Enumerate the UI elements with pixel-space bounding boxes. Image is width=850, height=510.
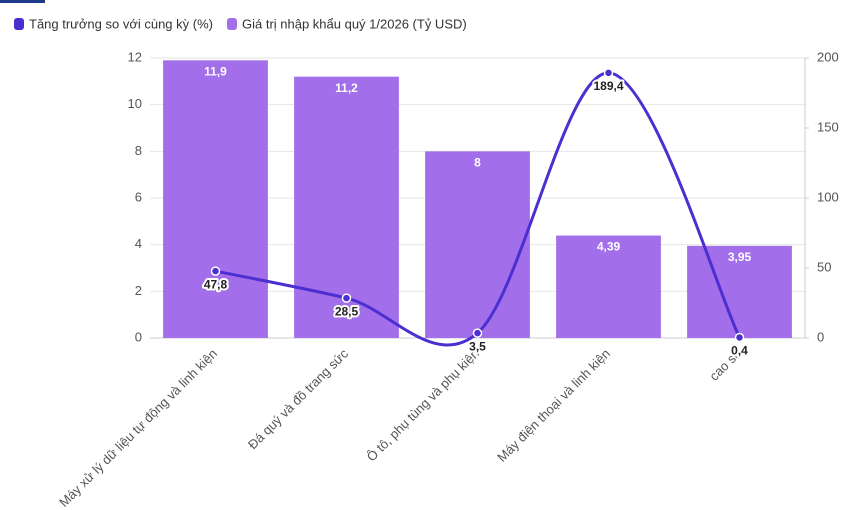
- bar: [425, 151, 530, 338]
- line-marker: [341, 293, 352, 303]
- legend-item: Tăng trưởng so với cùng kỳ (%): [14, 16, 213, 31]
- bar-value-label: 11,9: [204, 65, 227, 79]
- y2-tick-label: 100: [817, 189, 839, 204]
- legend-label: Tăng trưởng so với cùng kỳ (%): [29, 16, 213, 31]
- line: [215, 71, 741, 347]
- legend-label: Giá trị nhập khẩu quý 1/2026 (Tỷ USD): [242, 16, 467, 31]
- legend-item: Giá trị nhập khẩu quý 1/2026 (Tỷ USD): [226, 16, 467, 31]
- y-tick-label: 10: [128, 96, 142, 111]
- y2-tick-label: 50: [817, 259, 831, 274]
- line-value-label: 189,4: [593, 79, 623, 93]
- y2-tick-label: 200: [817, 49, 839, 64]
- line-value-label: 47,8: [204, 277, 228, 291]
- line-marker: [603, 68, 614, 78]
- bar-value-label: 3,95: [728, 250, 752, 264]
- y-tick-label: 8: [135, 143, 142, 158]
- legend-swatch: [226, 18, 237, 30]
- y-tick-label: 0: [135, 329, 142, 344]
- x-tick-label: Đá quý và đồ trang sức: [245, 346, 352, 453]
- x-tick-label: Máy xử lý dữ liệu tự động và linh kiện: [56, 346, 220, 510]
- x-tick-label: Ô tô, phụ tùng và phụ kiện: [364, 346, 482, 464]
- y-tick-label: 2: [135, 283, 142, 298]
- x-tick-label: Máy điện thoại và linh kiện: [494, 346, 613, 465]
- y-tick-label: 6: [135, 189, 142, 204]
- line-value-label: 0,4: [731, 344, 748, 358]
- bar-value-label: 4,39: [597, 240, 621, 254]
- y-tick-label: 4: [135, 236, 142, 251]
- bar: [687, 245, 792, 338]
- y2-tick-label: 0: [817, 329, 824, 344]
- y-tick-label: 12: [128, 49, 142, 64]
- bar-value-label: 11,2: [335, 81, 358, 95]
- top-tab: [0, 0, 45, 3]
- legend-swatch: [14, 18, 24, 30]
- line-marker: [210, 266, 221, 276]
- line-value-label: 28,5: [335, 304, 359, 318]
- line-marker: [472, 328, 483, 338]
- bar-value-label: 8: [474, 156, 481, 170]
- line-value-label: 3,5: [469, 339, 486, 353]
- bar: [556, 235, 661, 338]
- bar: [163, 60, 268, 338]
- line-marker: [734, 332, 745, 343]
- y2-tick-label: 150: [817, 119, 839, 134]
